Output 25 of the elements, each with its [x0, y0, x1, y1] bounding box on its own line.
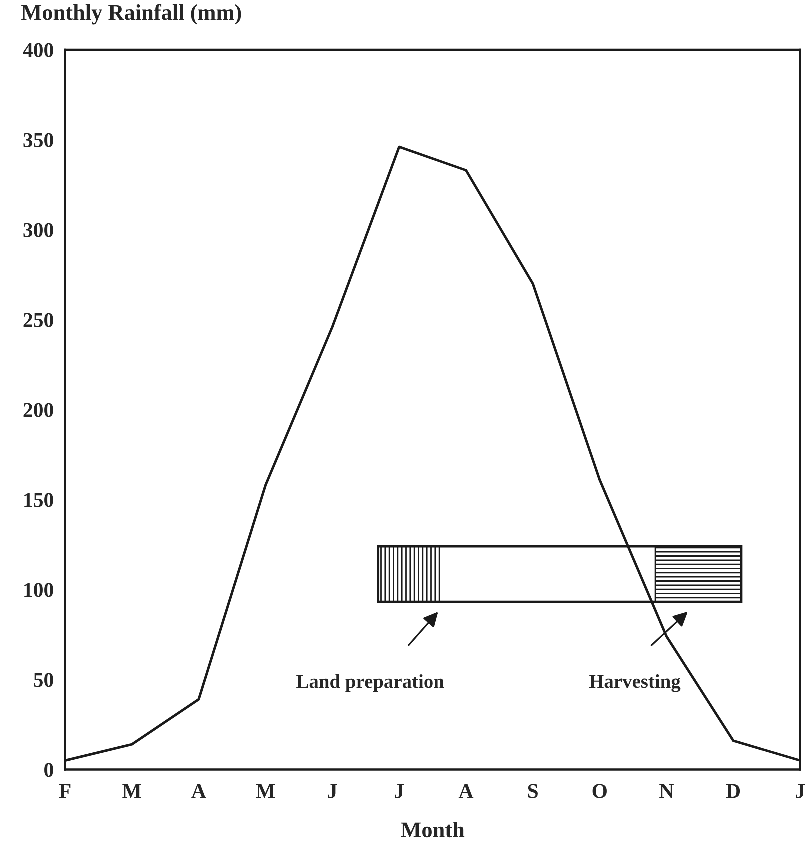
y-tick-label: 0: [44, 763, 54, 778]
x-tick-label: A: [192, 784, 206, 798]
x-tick-label: O: [592, 784, 607, 798]
x-tick-label: J: [395, 784, 404, 798]
y-tick-label: 150: [24, 493, 54, 508]
x-tick-label: J: [796, 784, 805, 798]
x-tick-label: J: [328, 784, 338, 798]
y-tick-label: 200: [24, 403, 54, 418]
x-tick-label: A: [458, 784, 474, 798]
y-axis-title: Monthly Rainfall (mm): [22, 4, 242, 25]
annotation: Harvesting: [589, 674, 681, 692]
x-tick-label: M: [122, 784, 142, 798]
y-tick-label: 250: [24, 313, 54, 328]
x-tick-label: S: [528, 784, 538, 798]
x-axis-title: Month: [401, 822, 465, 838]
annotation: Land preparation: [296, 674, 444, 692]
x-tick-label: D: [726, 784, 740, 798]
x-tick-label: F: [59, 784, 71, 798]
y-tick-label: 50: [34, 673, 54, 688]
y-tick-label: 350: [24, 133, 54, 148]
x-tick-label: M: [256, 784, 275, 798]
y-tick-label: 400: [23, 43, 54, 58]
y-tick-label: 100: [24, 583, 54, 598]
y-tick-label: 300: [24, 223, 54, 238]
x-tick-label: N: [660, 784, 674, 798]
